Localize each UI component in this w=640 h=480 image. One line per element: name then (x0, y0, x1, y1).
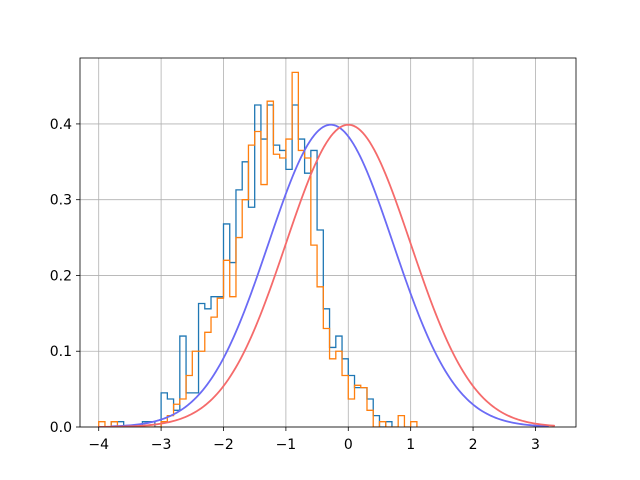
y-tick-label: 0.3 (50, 193, 72, 209)
axes: −4 −3 −2 −1 0 1 2 3 0.0 0.1 0.2 0.3 0.4 (50, 57, 577, 453)
y-tick-label: 0.0 (50, 420, 72, 436)
plot-series (97, 71, 556, 427)
x-tick-label: 2 (469, 437, 478, 453)
pdf-curve-series-2 (110, 123, 549, 427)
pdf-curve-series-3 (97, 123, 556, 427)
x-tick-label: −4 (88, 437, 109, 453)
histogram-series-0 (110, 104, 393, 427)
x-tick-label: 3 (531, 437, 540, 453)
x-tick-label: 0 (344, 437, 353, 453)
x-tick-label: 1 (406, 437, 415, 453)
x-tick-label: −3 (151, 437, 172, 453)
y-tick-label: 0.4 (50, 117, 72, 133)
y-tick-label: 0.1 (50, 344, 72, 360)
grid (80, 58, 576, 428)
series-group (97, 71, 556, 427)
y-tick-label: 0.2 (50, 268, 72, 284)
x-tick-label: −2 (213, 437, 234, 453)
axes-frame (79, 57, 577, 428)
histogram-series-1 (98, 71, 418, 427)
x-tick-label: −1 (276, 437, 297, 453)
